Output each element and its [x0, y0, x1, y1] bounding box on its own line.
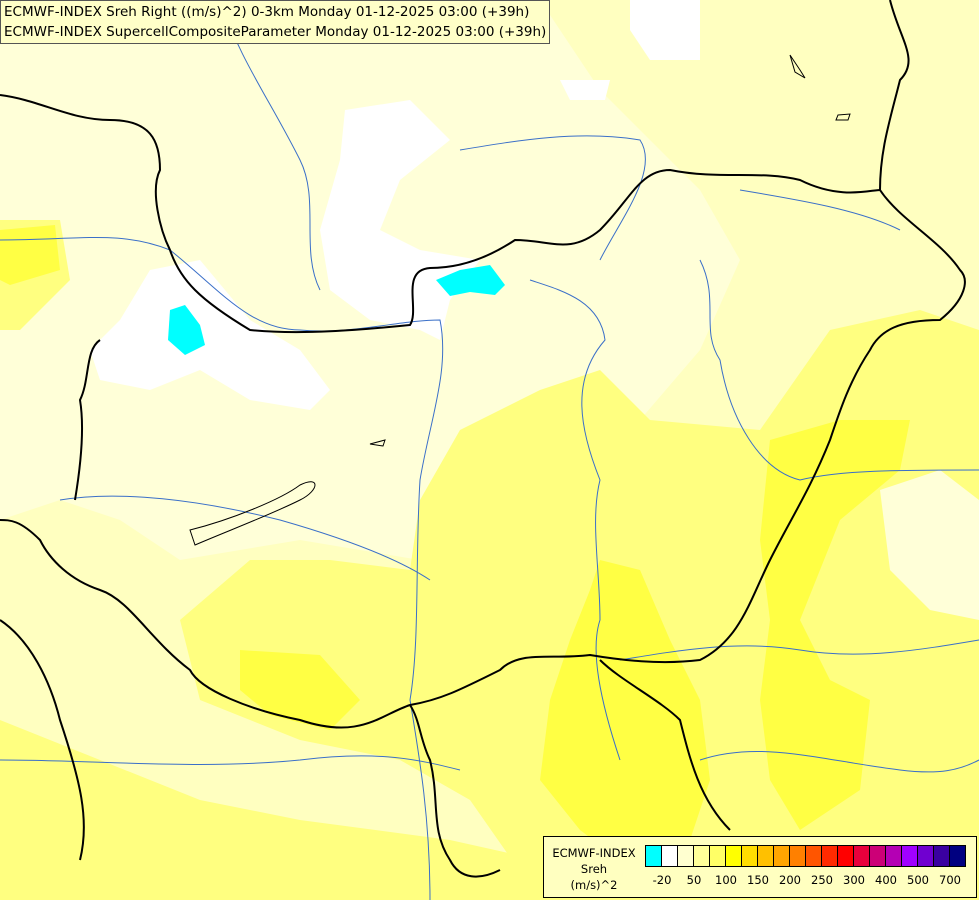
legend-color-cell	[694, 846, 710, 866]
legend-color-bar	[645, 845, 966, 867]
legend-color-cell	[678, 846, 694, 866]
legend-color-cell	[918, 846, 934, 866]
lakes	[189, 54, 851, 546]
legend-color-cell	[646, 846, 662, 866]
legend-color-cell	[902, 846, 918, 866]
legend-tick-label: 150	[747, 873, 769, 887]
legend-color-cell	[790, 846, 806, 866]
legend-color-cell	[950, 846, 965, 866]
legend-color-cell	[662, 846, 678, 866]
legend-color-cell	[774, 846, 790, 866]
country-borders	[0, 0, 966, 878]
legend-color-cell	[726, 846, 742, 866]
legend-tick-label: 500	[907, 873, 929, 887]
legend-source: ECMWF-INDEX	[552, 846, 636, 860]
legend-variable: Sreh	[580, 862, 608, 876]
legend-color-cell	[934, 846, 950, 866]
title-line-sreh: ECMWF-INDEX Sreh Right ((m/s)^2) 0-3km M…	[4, 4, 530, 20]
legend-tick-label: 300	[843, 873, 865, 887]
legend-color-cell	[886, 846, 902, 866]
legend-color-cell	[742, 846, 758, 866]
legend-tick-label: 700	[939, 873, 961, 887]
legend-tick-label: 200	[779, 873, 801, 887]
map-title-box: ECMWF-INDEX Sreh Right ((m/s)^2) 0-3km M…	[0, 0, 551, 44]
legend-color-cell	[854, 846, 870, 866]
legend-tick-label: 400	[875, 873, 897, 887]
legend-unit: (m/s)^2	[570, 878, 618, 892]
legend-color-cell	[838, 846, 854, 866]
legend-title: ECMWF-INDEX Sreh (m/s)^2	[544, 845, 644, 893]
color-legend: ECMWF-INDEX Sreh (m/s)^2 -20 50 100 150 200 2…	[543, 836, 977, 898]
legend-tick-label: 250	[811, 873, 833, 887]
legend-tick-label: -20	[652, 873, 672, 887]
title-line-scp: ECMWF-INDEX SupercellCompositeParameter …	[4, 24, 547, 40]
legend-color-cell	[758, 846, 774, 866]
legend-color-cell	[710, 846, 726, 866]
legend-tick-label: 100	[715, 873, 737, 887]
legend-color-cell	[870, 846, 886, 866]
legend-tick-label: 50	[686, 873, 702, 887]
negative-sreh-area	[168, 305, 205, 355]
negative-sreh-area	[436, 265, 505, 296]
legend-color-cell	[822, 846, 838, 866]
legend-color-cell	[806, 846, 822, 866]
